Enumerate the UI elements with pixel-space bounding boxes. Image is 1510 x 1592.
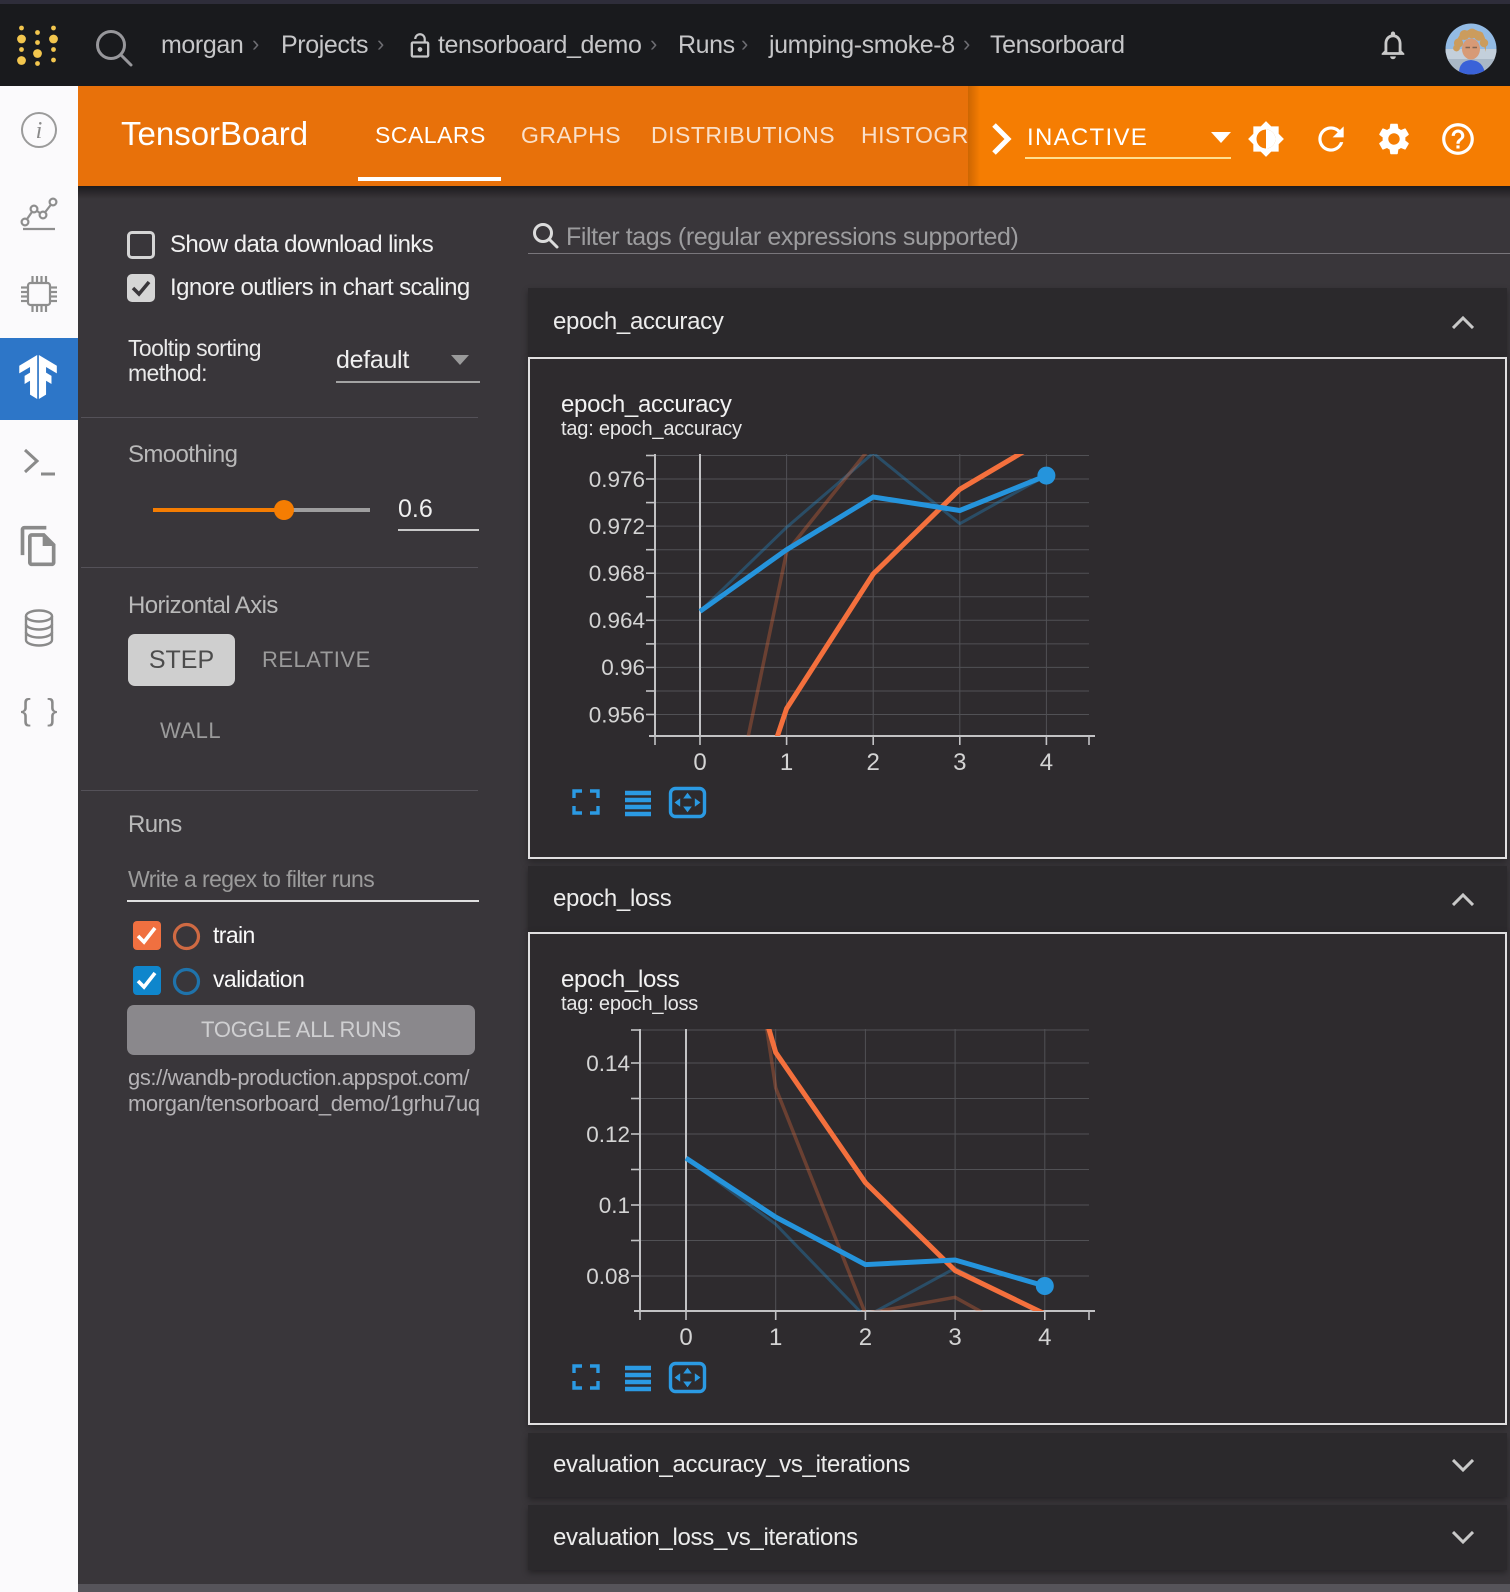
svg-text:3: 3: [948, 1324, 961, 1351]
svg-text:0.964: 0.964: [589, 608, 645, 633]
svg-text:0: 0: [693, 749, 706, 776]
svg-text:0.968: 0.968: [589, 561, 645, 586]
svg-text:0.1: 0.1: [599, 1193, 630, 1218]
svg-text:2: 2: [859, 1324, 872, 1351]
svg-text:4: 4: [1038, 1324, 1051, 1351]
svg-text:0.96: 0.96: [601, 655, 645, 680]
svg-text:1: 1: [769, 1324, 782, 1351]
svg-text:i: i: [36, 118, 43, 144]
svg-text:0: 0: [679, 1324, 692, 1351]
svg-text:1: 1: [780, 749, 793, 776]
svg-text:0.972: 0.972: [589, 514, 645, 539]
svg-text:0.08: 0.08: [586, 1264, 630, 1289]
svg-text:0.14: 0.14: [586, 1051, 630, 1076]
svg-text:2: 2: [867, 749, 880, 776]
svg-text:0.12: 0.12: [586, 1122, 630, 1147]
svg-text:0.976: 0.976: [589, 467, 645, 492]
svg-text:0.956: 0.956: [589, 703, 645, 728]
svg-text:3: 3: [953, 749, 966, 776]
svg-text:4: 4: [1040, 749, 1053, 776]
